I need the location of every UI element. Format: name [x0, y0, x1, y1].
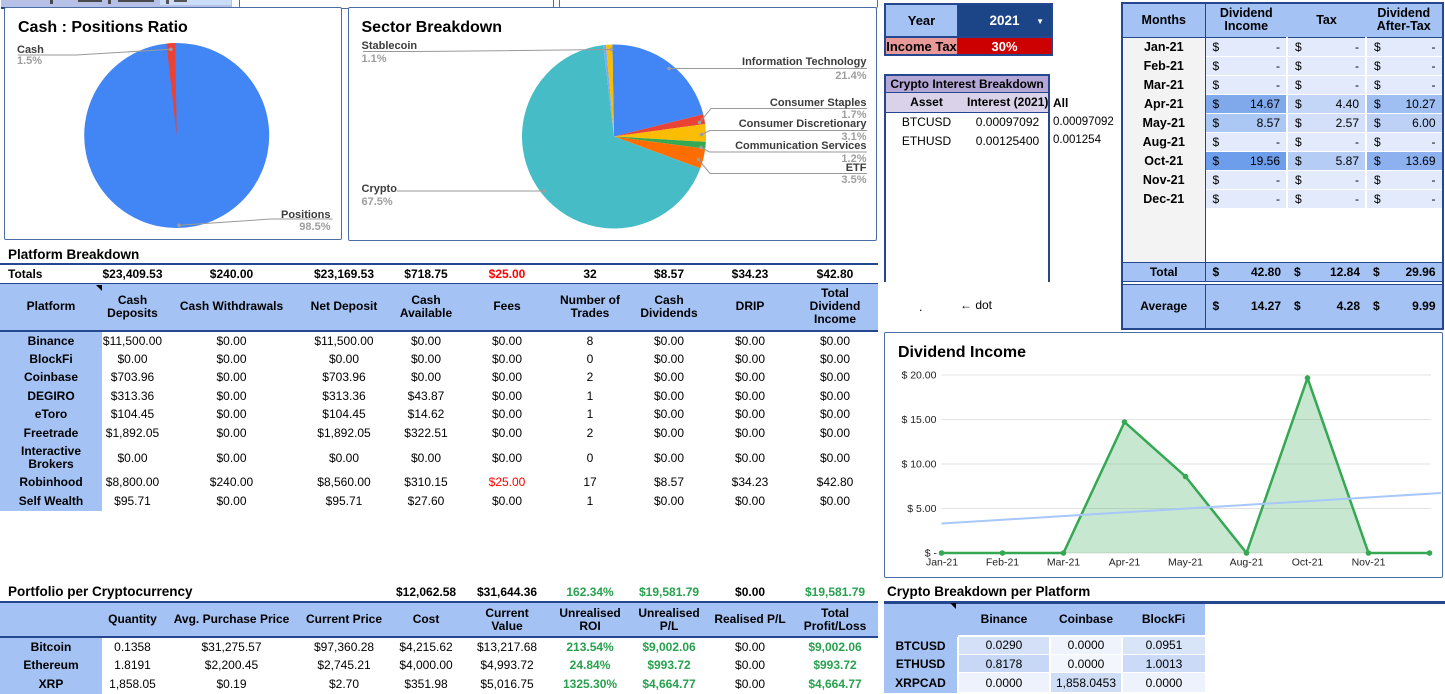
svg-text:$ 10.00: $ 10.00 [901, 459, 936, 471]
svg-text:Mar-21: Mar-21 [1047, 557, 1080, 569]
svg-text:May-21: May-21 [1168, 557, 1203, 569]
svg-text:$ 5.00: $ 5.00 [907, 503, 936, 515]
svg-text:$ 20.00: $ 20.00 [901, 370, 936, 382]
svg-text:Apr-21: Apr-21 [1109, 557, 1141, 569]
svg-text:Nov-21: Nov-21 [1352, 557, 1386, 569]
svg-text:$ -: $ - [925, 548, 938, 560]
svg-text:Oct-21: Oct-21 [1292, 557, 1324, 569]
svg-text:Aug-21: Aug-21 [1230, 557, 1264, 569]
svg-text:Jan-21: Jan-21 [926, 557, 958, 569]
svg-text:$ 15.00: $ 15.00 [901, 414, 936, 426]
svg-text:Feb-21: Feb-21 [986, 557, 1019, 569]
